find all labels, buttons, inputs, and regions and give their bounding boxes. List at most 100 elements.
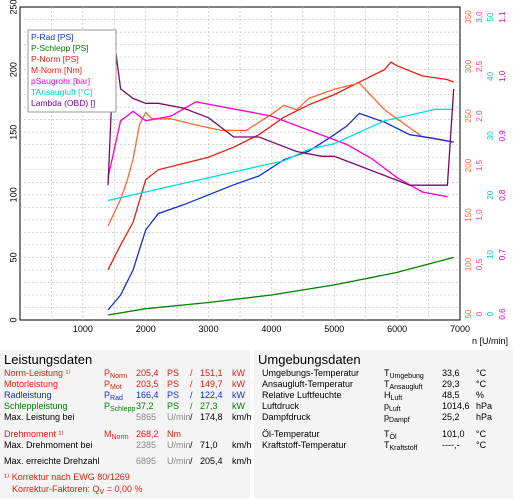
x-tick-label: 3000	[199, 324, 219, 334]
env-symbol: TÖl	[384, 429, 397, 441]
row-unit-2: km/h	[232, 440, 252, 450]
env-label: Luftdruck	[262, 401, 300, 411]
row-separator: /	[190, 440, 193, 450]
environment-panel: Umgebungsdaten Umgebungs-Temperatur TUmge…	[254, 350, 513, 498]
row-separator: /	[190, 412, 193, 422]
row-symbol: MNorm	[104, 429, 129, 441]
row-label: Radleistung	[4, 390, 52, 400]
right-axis-tick-p: 0	[475, 311, 484, 316]
x-tick-label: 2000	[136, 324, 156, 334]
right-axis-tick-T: 30	[486, 131, 495, 140]
legend-entry: Lambda (OBD) []	[31, 98, 95, 108]
env-unit: °C	[476, 379, 487, 389]
env-symbol: TUmgebung	[384, 368, 424, 380]
env-value: 1014,6	[442, 401, 470, 411]
right-axis-tick-p: 1,0	[475, 209, 484, 221]
right-axis-tick-T: 20	[486, 190, 495, 199]
performance-title: Leistungsdaten	[4, 352, 93, 367]
row-unit-1: U/min	[167, 456, 191, 466]
right-axis-tick-T: 40	[486, 71, 495, 80]
row-label: Max. Drehmoment bei	[4, 440, 93, 450]
env-symbol: HLuft	[384, 390, 403, 402]
env-unit: hPa	[476, 401, 493, 411]
legend: P-Rad [PS]P-Schlepp [PS]P-Norm [PS]M-Nor…	[27, 29, 117, 113]
row-separator: /	[190, 368, 193, 378]
env-symbol: pDampf	[384, 412, 410, 424]
row-unit-1: U/min	[167, 440, 191, 450]
series-line	[107, 112, 454, 311]
env-unit: °C	[476, 440, 487, 450]
series-line	[107, 61, 454, 271]
series-line	[107, 256, 454, 316]
row-unit-2: km/h	[232, 412, 252, 422]
row-label: Norm-Leistung ¹⁾	[4, 368, 71, 378]
row-symbol: PSchlepp	[104, 401, 136, 413]
right-axis-tick-M: 100	[464, 257, 473, 271]
right-axis-tick-T: 50	[486, 12, 495, 21]
right-axis-tick-p: 2,0	[475, 110, 484, 122]
row-unit-2: km/h	[232, 456, 252, 466]
right-axis-tick-Lambda: 1,0	[498, 70, 507, 82]
right-axis-tick-Lambda: 0,9	[498, 130, 507, 142]
row-unit-1: PS	[167, 401, 180, 411]
row-value-2: 151,1	[200, 368, 223, 378]
row-value-1: 6895	[136, 456, 157, 466]
row-unit-1: Nm	[167, 429, 181, 439]
row-symbol: PMot	[104, 379, 122, 391]
row-value-2: 205,4	[200, 456, 223, 466]
row-value-2: 27,3	[200, 401, 218, 411]
legend-entry: P-Norm [PS]	[31, 54, 79, 64]
right-axis-tick-p: 3,0	[475, 11, 484, 23]
right-axis-tick-M: 200	[464, 158, 473, 172]
y-tick-label: 200	[8, 62, 18, 77]
x-tick-label: 6000	[387, 324, 407, 334]
y-tick-label: 50	[8, 252, 18, 262]
footnote-correction-text: ¹⁾ Korrektur nach EWG 80/1269	[4, 472, 130, 482]
right-axis-tick-M: 350	[464, 10, 473, 24]
y-tick-label: 0	[8, 317, 18, 322]
env-unit: °C	[476, 429, 487, 439]
env-label: Umgebungs-Temperatur	[262, 368, 360, 378]
row-unit-1: PS	[167, 379, 180, 389]
right-axis-tick-Lambda: 0,7	[498, 248, 507, 260]
row-unit-2: kW	[232, 401, 245, 411]
right-axis-tick-Lambda: 1,1	[498, 11, 507, 23]
y-tick-label: 250	[8, 0, 18, 15]
row-unit-1: U/min	[167, 412, 191, 422]
row-label: Max. Leistung bei	[4, 412, 75, 422]
x-tick-label: 1000	[73, 324, 93, 334]
series-layer	[107, 40, 455, 316]
row-value-1: 205,4	[136, 368, 159, 378]
row-symbol: PRad	[104, 390, 123, 402]
y-axes-right: 5010015020025030035000,51,01,52,02,53,00…	[464, 10, 507, 320]
right-axis-tick-p: 2,5	[475, 60, 484, 72]
row-unit-2: kW	[232, 390, 245, 400]
row-symbol: PNorm	[104, 368, 128, 380]
row-value-1: 5865	[136, 412, 157, 422]
env-unit: hPa	[476, 412, 493, 422]
right-axis-tick-T: 0	[486, 311, 495, 316]
series-line	[107, 82, 448, 227]
legend-entry: M-Norm [Nm]	[31, 65, 82, 75]
row-value-2: 149,7	[200, 379, 223, 389]
row-label: Drehmoment ¹⁾	[4, 429, 64, 439]
legend-entry: P-Rad [PS]	[31, 32, 74, 42]
row-value-1: 268,2	[136, 429, 159, 439]
row-label: Schleppleistung	[4, 401, 68, 411]
right-axis-tick-M: 250	[464, 109, 473, 123]
legend-entry: TAnsaugluft [°C]	[31, 87, 92, 97]
series-line	[107, 40, 455, 186]
factor-label: Korrektur-Faktoren: Q	[12, 484, 100, 494]
row-label: Max. erreichte Drehzahl	[4, 456, 100, 466]
legend-box	[27, 29, 117, 113]
env-label: Dampfdruck	[262, 412, 311, 422]
series-line	[107, 101, 448, 198]
row-unit-2: kW	[232, 368, 245, 378]
env-label: Ansaugluft-Temperatur	[262, 379, 354, 389]
row-value-2: 122,4	[200, 390, 223, 400]
row-value-2: 71,0	[200, 440, 218, 450]
env-unit: °C	[476, 368, 487, 378]
row-value-1: 166,4	[136, 390, 159, 400]
